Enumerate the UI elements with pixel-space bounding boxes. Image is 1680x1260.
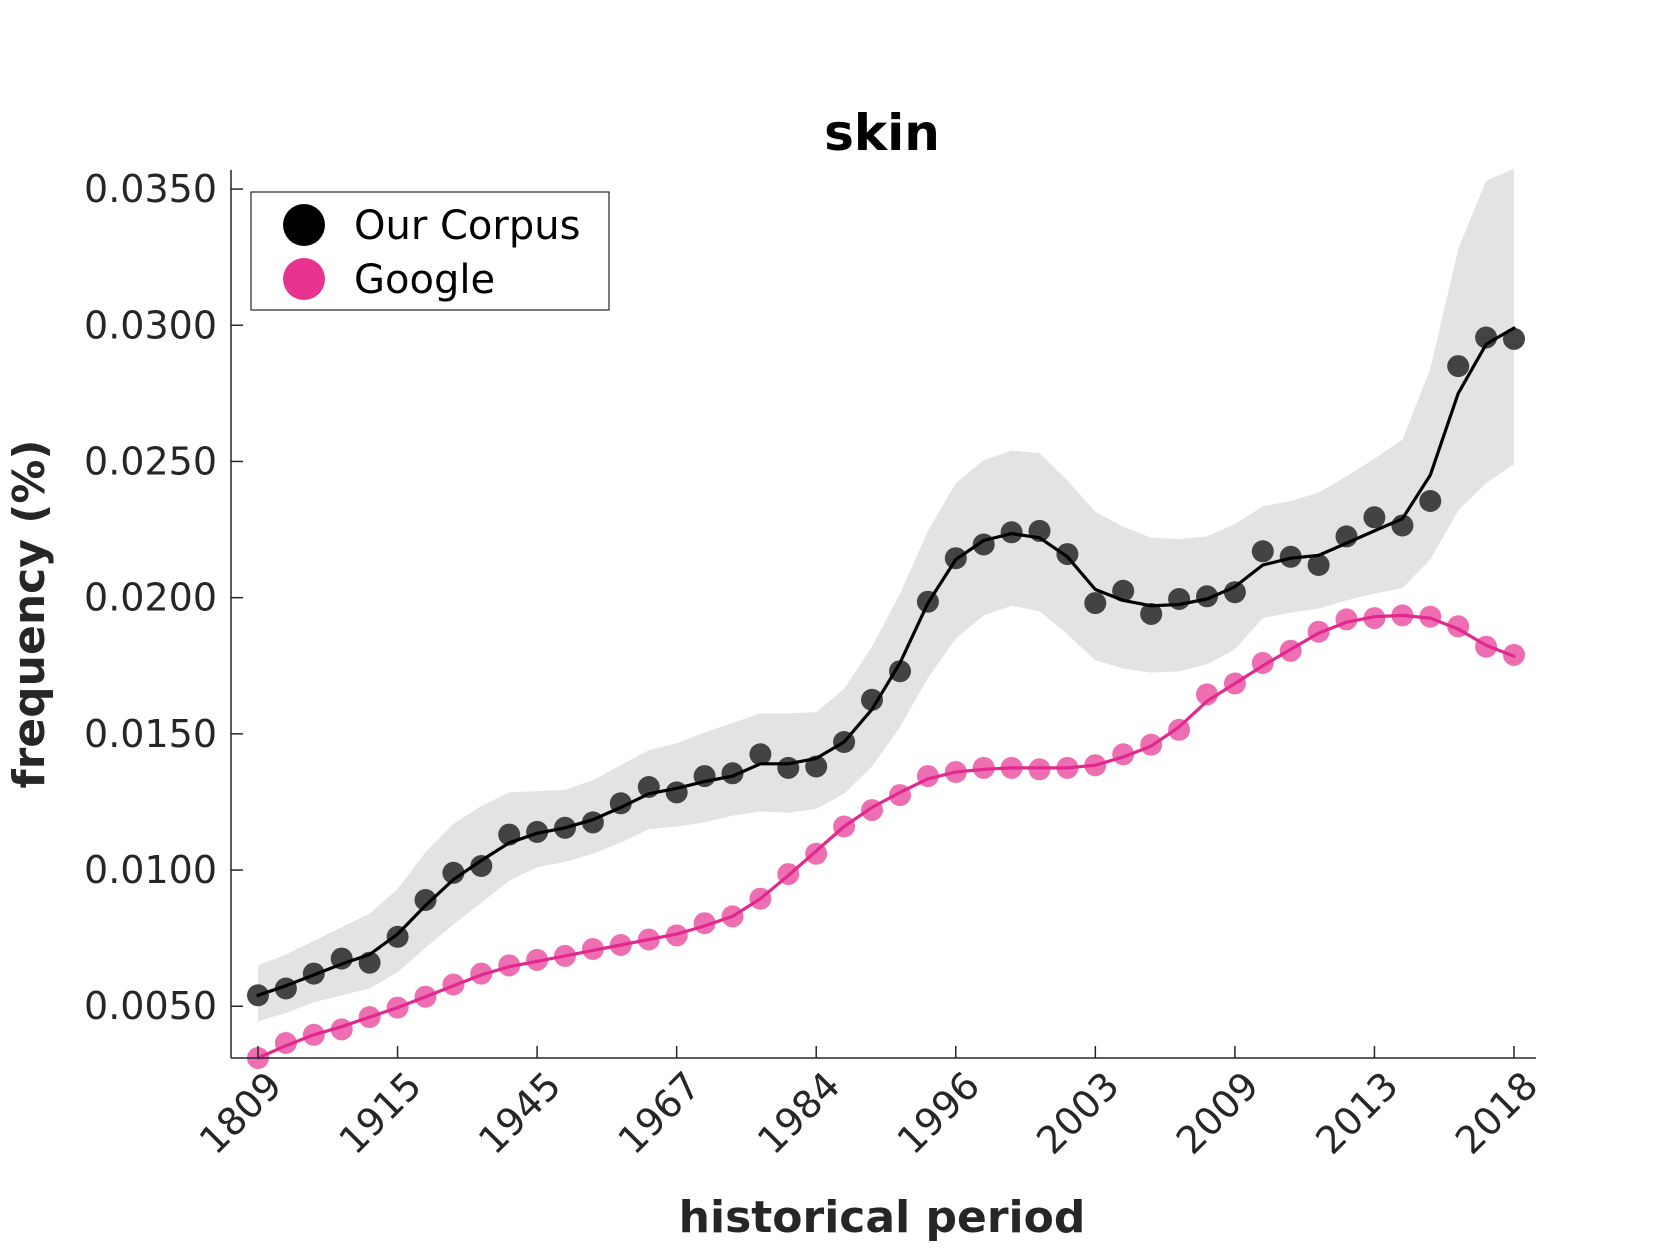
y-tick-label: 0.0300 (84, 303, 217, 347)
y-tick-label: 0.0150 (84, 712, 217, 756)
x-tick-label: 1945 (470, 1063, 570, 1163)
our-corpus-confidence-band (258, 168, 1514, 1022)
our-corpus-point (414, 889, 437, 911)
our-corpus-point (470, 855, 493, 877)
x-tick-label: 2003 (1028, 1063, 1128, 1163)
y-tick-label: 0.0250 (84, 439, 217, 483)
our-corpus-point (442, 861, 465, 884)
our-corpus-point (777, 756, 800, 779)
marker-layer (247, 326, 1525, 1069)
our-corpus-point (1140, 603, 1163, 625)
axes: 0.0050 0.0100 0.0150 0.0200 0.0250 0.0300 0.03… (84, 167, 1546, 1163)
our-corpus-point (1419, 490, 1442, 512)
x-tick-label: 2009 (1168, 1063, 1268, 1163)
our-corpus-point (749, 743, 772, 766)
our-corpus-point (1168, 588, 1191, 610)
legend: Our Corpus Google (250, 191, 610, 311)
x-tick-label: 2018 (1447, 1063, 1547, 1163)
our-corpus-point (1112, 579, 1135, 602)
our-corpus-point (1503, 327, 1525, 350)
x-tick-label: 1915 (330, 1063, 430, 1163)
google-trend-line (256, 613, 1516, 1060)
series-line-layer (256, 326, 1516, 1060)
chart-title: skin (824, 104, 940, 162)
our-corpus-point (1363, 506, 1386, 529)
our-corpus-point (1307, 554, 1330, 576)
y-tick-label: 0.0200 (84, 576, 217, 620)
x-tick-label: 1984 (749, 1063, 849, 1163)
y-axis-title: frequency (%) (4, 439, 55, 788)
our-corpus-point (665, 781, 688, 804)
x-ticks: 1809 1915 1945 1967 1984 1996 2003 2009 2013 2018 (191, 1046, 1547, 1163)
y-tick-label: 0.0350 (84, 167, 217, 211)
our-corpus-point (1475, 326, 1498, 349)
x-tick-label: 1967 (610, 1063, 710, 1163)
plot-area (247, 168, 1525, 1069)
our-corpus-point (386, 925, 409, 948)
our-corpus-point (330, 947, 353, 970)
google-point (1196, 683, 1218, 706)
confidence-band-layer (258, 168, 1514, 1022)
google-point (1168, 718, 1191, 741)
our-corpus-point (1251, 540, 1274, 563)
legend-marker-google (283, 258, 325, 300)
x-tick-label: 1809 (191, 1063, 291, 1163)
our-corpus-point (1223, 581, 1246, 604)
y-tick-label: 0.0100 (84, 848, 217, 892)
our-corpus-point (889, 660, 911, 683)
our-corpus-point (1447, 355, 1470, 378)
our-corpus-point (721, 762, 744, 785)
legend-label-google: Google (354, 257, 495, 303)
our-corpus-trend-line (256, 326, 1516, 997)
our-corpus-point (861, 688, 883, 711)
our-corpus-point (1196, 585, 1218, 608)
x-tick-label: 2013 (1307, 1063, 1407, 1163)
legend-marker-our-corpus (283, 204, 325, 246)
legend-label-our-corpus: Our Corpus (354, 203, 580, 249)
our-corpus-point (1056, 543, 1079, 566)
y-tick-label: 0.0050 (84, 984, 217, 1028)
y-ticks: 0.0050 0.0100 0.0150 0.0200 0.0250 0.0300 0.03… (84, 167, 243, 1028)
x-axis-title: historical period (679, 1192, 1086, 1243)
x-tick-label: 1996 (889, 1063, 989, 1163)
our-corpus-point (1084, 592, 1107, 615)
